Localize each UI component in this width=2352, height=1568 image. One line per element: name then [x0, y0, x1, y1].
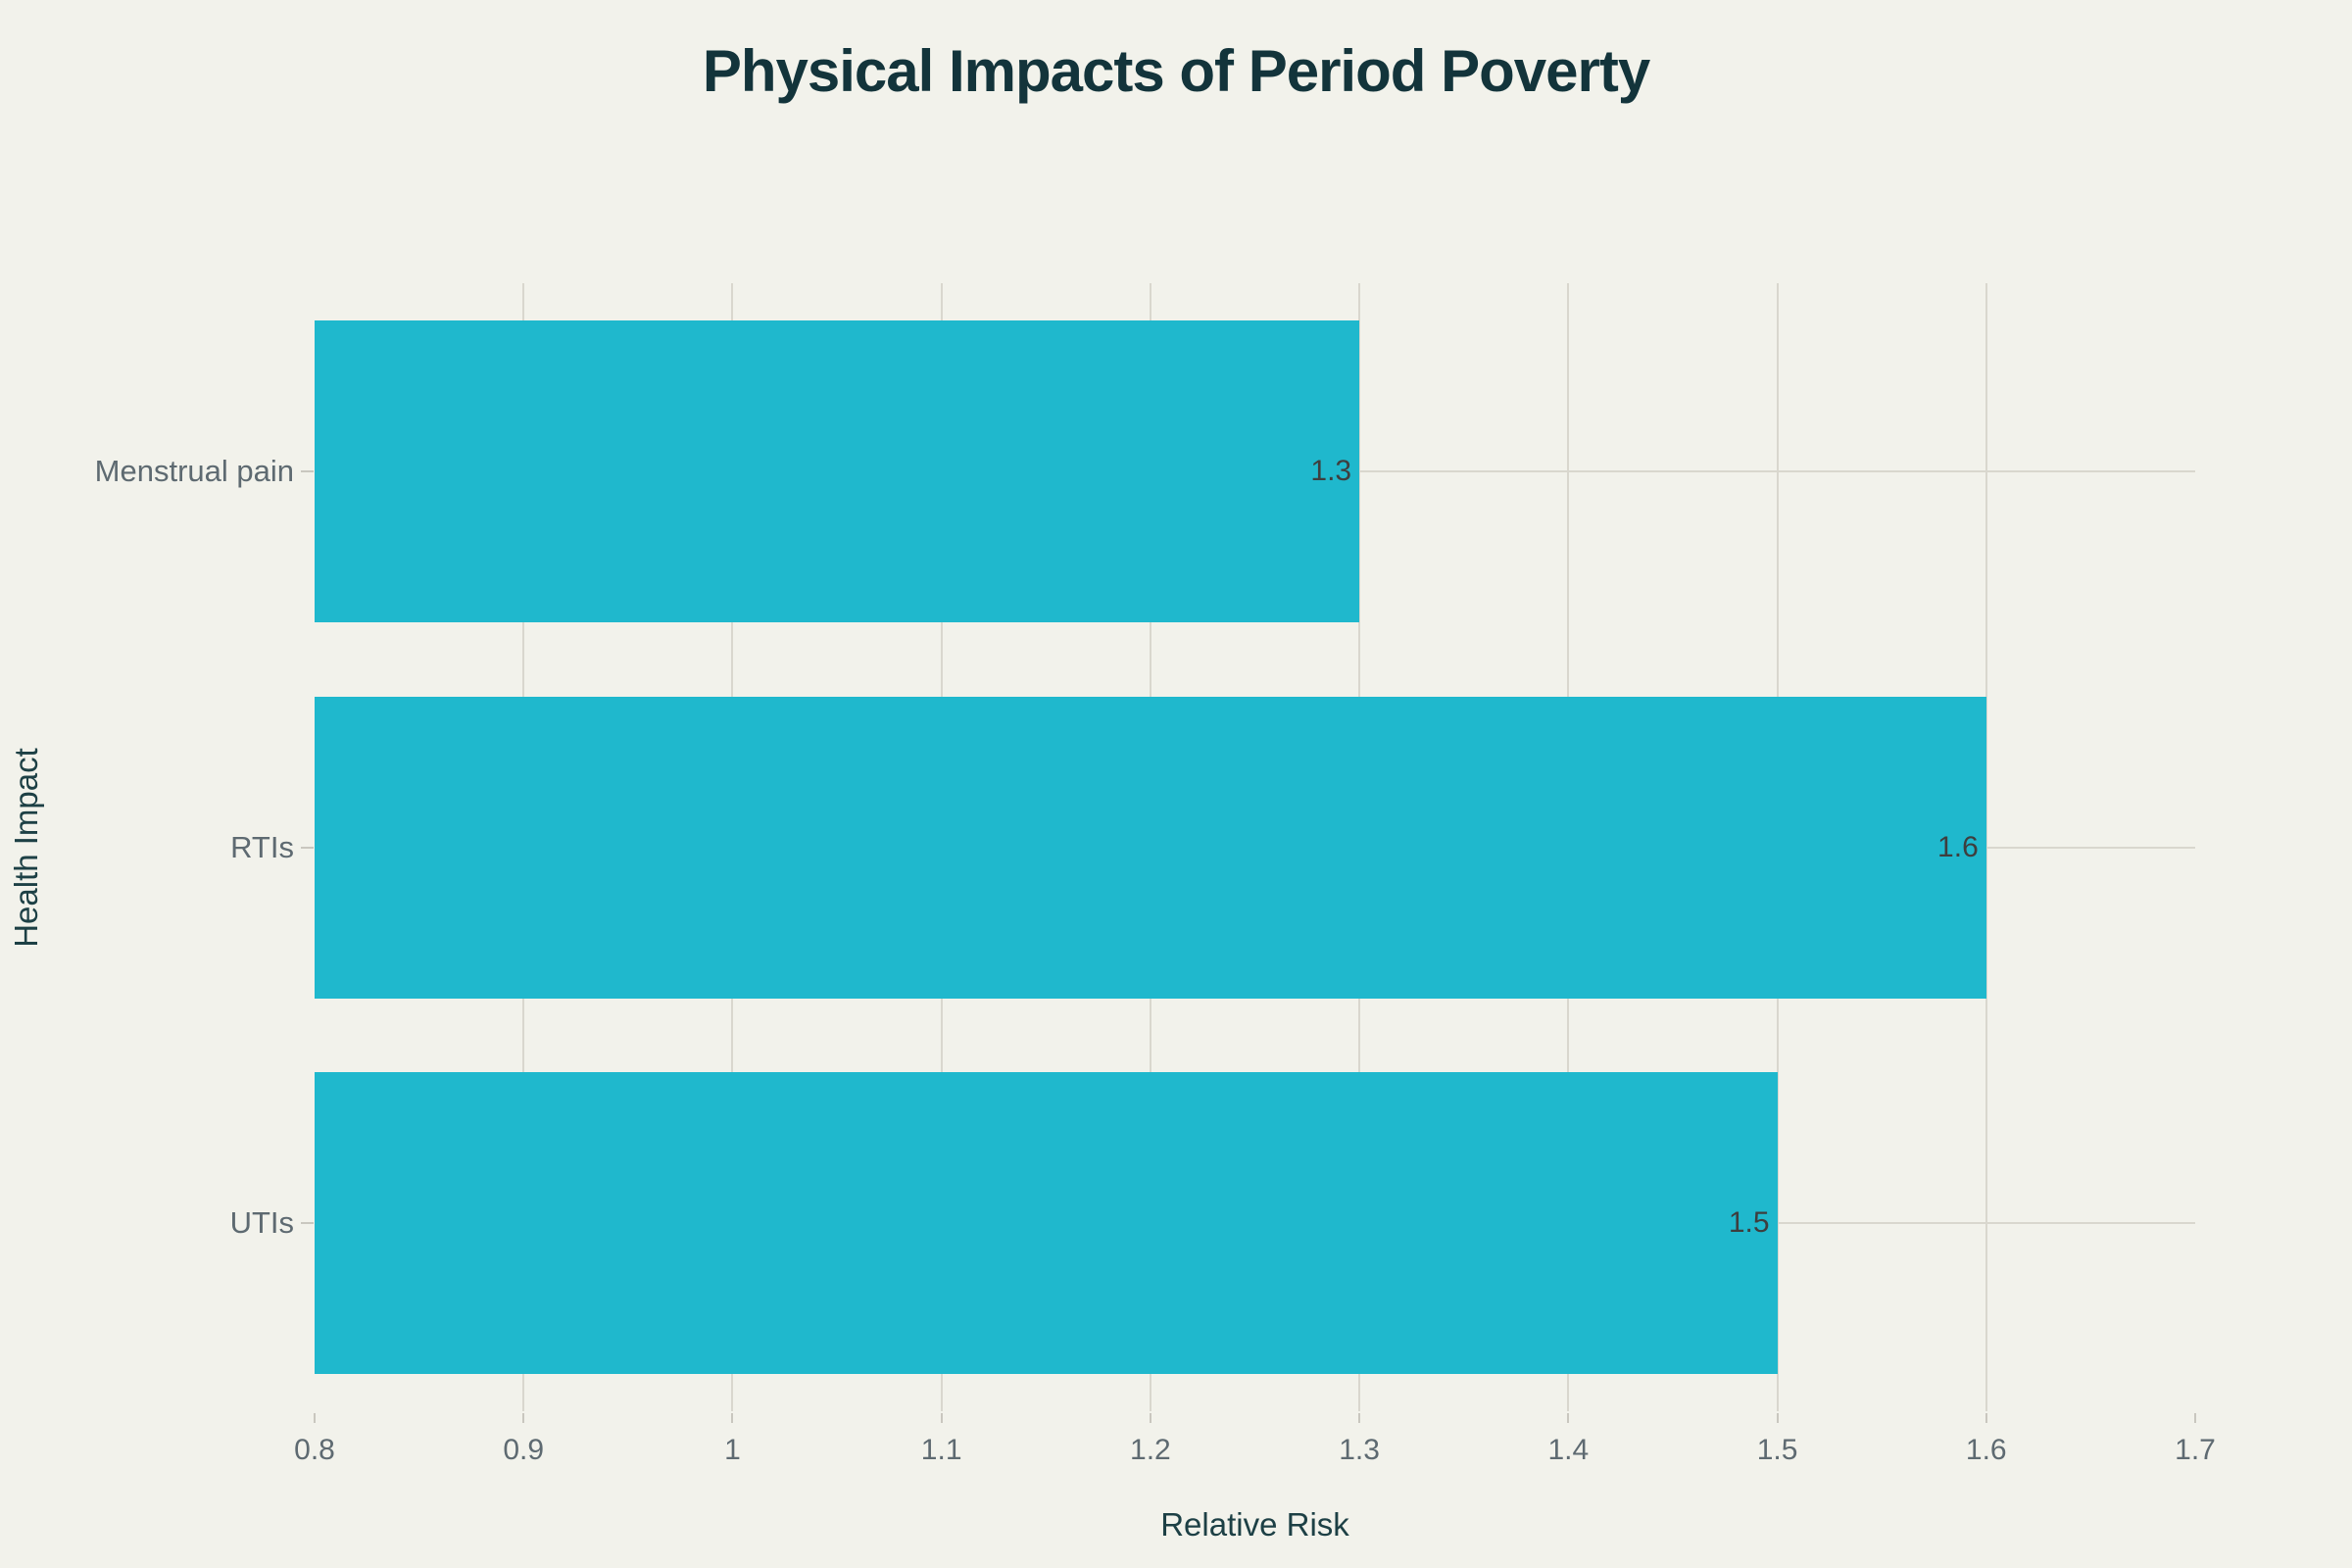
y-tick-mark: [301, 469, 314, 472]
bar-value-label: 1.6: [1937, 830, 1979, 863]
x-tick-mark: [2194, 1413, 2196, 1423]
category-label-rtis: RTIs: [230, 829, 294, 864]
bar-rtis: 1.6: [315, 696, 1986, 999]
x-tick-label: 1.5: [1756, 1434, 1798, 1466]
bar-utis: 1.5: [315, 1072, 1778, 1375]
x-tick-mark: [940, 1413, 943, 1423]
x-tick-mark: [1358, 1413, 1361, 1423]
x-tick-label: 1.4: [1547, 1434, 1590, 1466]
x-tick-label: 1.6: [1965, 1434, 2007, 1466]
category-label-utis: UTIs: [229, 1205, 294, 1241]
y-tick-mark: [301, 846, 314, 849]
bar-value-label: 1.5: [1728, 1206, 1770, 1240]
x-tick-mark: [1776, 1413, 1779, 1423]
x-tick-label: 1.7: [2175, 1434, 2216, 1466]
x-tick-label: 1.2: [1130, 1434, 1171, 1466]
bar-value-label: 1.3: [1310, 454, 1352, 487]
x-tick-mark: [314, 1413, 316, 1423]
category-label-menstrual-pain: Menstrual pain: [94, 453, 294, 488]
x-tick-mark: [1984, 1413, 1987, 1423]
x-tick-label: 0.8: [294, 1434, 335, 1466]
x-axis-title: Relative Risk: [1160, 1506, 1349, 1543]
x-tick-mark: [731, 1413, 734, 1423]
x-tick-mark: [522, 1413, 525, 1423]
x-tick-label: 1: [724, 1434, 741, 1466]
x-tick-mark: [1567, 1413, 1570, 1423]
x-tick-label: 0.9: [503, 1434, 545, 1466]
y-tick-mark: [301, 1222, 314, 1225]
y-axis-title: Health Impact: [8, 748, 44, 948]
plot-area: 0.8 0.9 1 1.1 1.2 1.3 1.4 1.5 1.6 1.7 Menstrual pa…: [95, 283, 2216, 1466]
bar-menstrual-pain: 1.3: [315, 319, 1360, 622]
chart-title: Physical Impacts of Period Poverty: [702, 38, 1650, 104]
x-tick-label: 1.3: [1339, 1434, 1380, 1466]
x-tick-mark: [1149, 1413, 1152, 1423]
x-tick-label: 1.1: [920, 1434, 962, 1466]
